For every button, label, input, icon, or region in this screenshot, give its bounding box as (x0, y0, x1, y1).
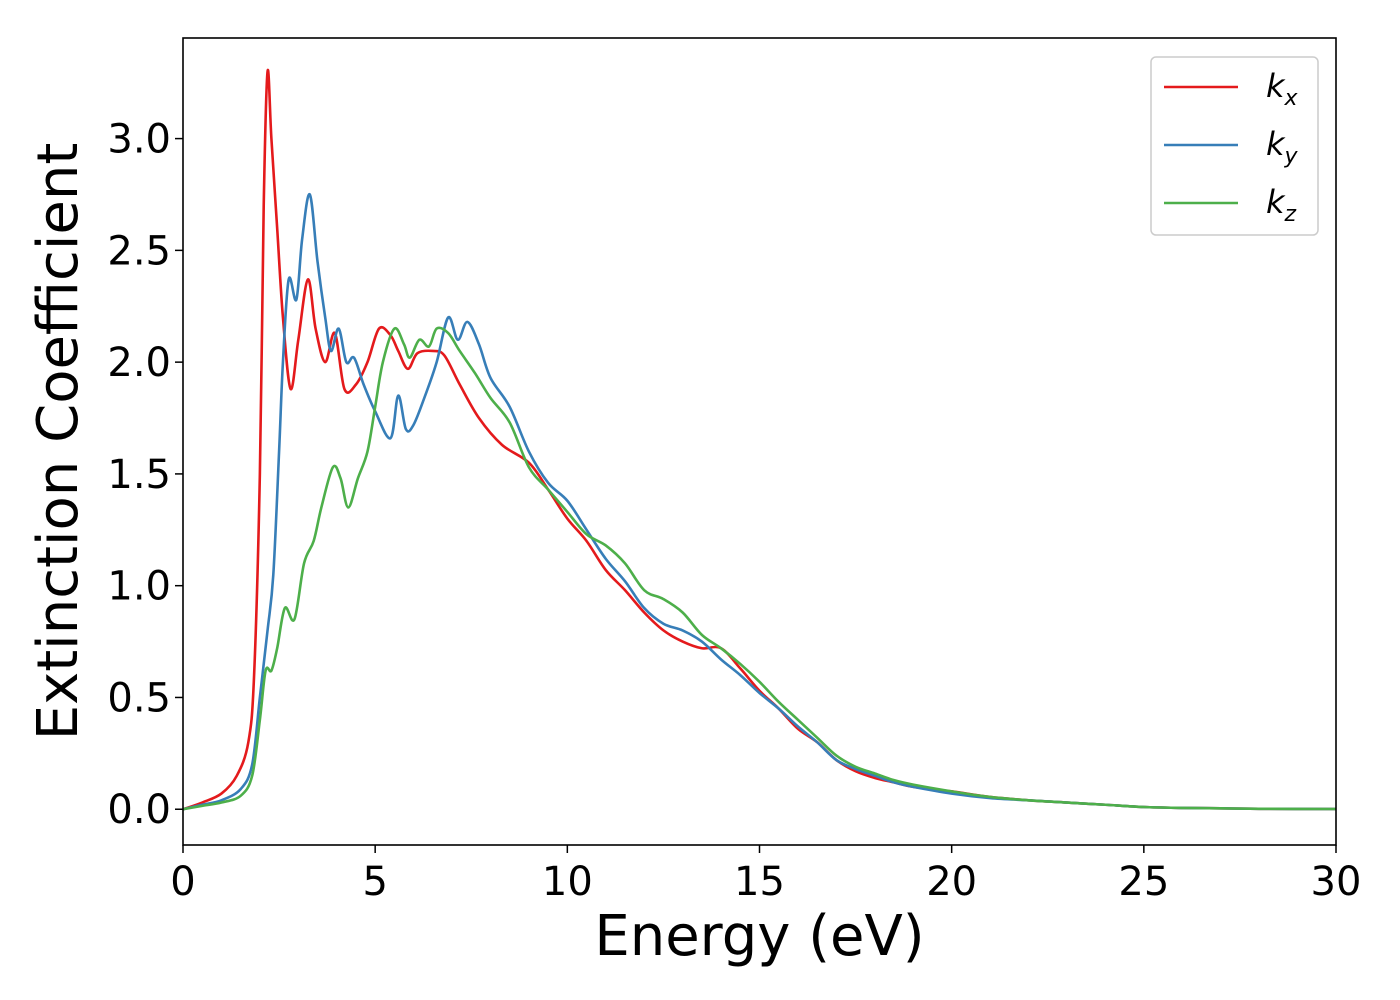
legend-label-z: kz (1266, 183, 1297, 227)
y-tick-label: 2.5 (107, 228, 171, 274)
x-tick-label: 20 (926, 859, 977, 905)
legend: kx ky kz (1150, 56, 1319, 236)
x-tick-label: 10 (542, 859, 593, 905)
y-axis-title: Extinction Coefficient (26, 143, 91, 741)
legend-label-x: kx (1266, 67, 1299, 111)
y-tick-label: 0.5 (107, 675, 171, 721)
x-tick-label: 0 (170, 859, 195, 905)
legend-entries: kx ky kz (1164, 67, 1299, 227)
series-line-1 (183, 193, 1336, 811)
series-lines (183, 68, 1336, 811)
series-line-2 (183, 326, 1336, 811)
x-tick-label: 25 (1118, 859, 1169, 905)
y-tick-label: 2.0 (107, 340, 171, 386)
y-tick-label: 3.0 (107, 117, 171, 163)
axis-ticks: 0 5 10 15 20 25 30 0.0 0.5 1.0 1.5 2.0 2.5 3.0 (107, 117, 1361, 905)
y-tick-label: 1.5 (107, 452, 171, 498)
x-tick-label: 5 (362, 859, 387, 905)
legend-label-y: ky (1266, 125, 1299, 169)
y-tick-label: 0.0 (107, 787, 171, 833)
x-axis-title: Energy (eV) (594, 904, 924, 969)
y-tick-label: 1.0 (107, 564, 171, 610)
x-tick-label: 15 (734, 859, 785, 905)
x-tick-label: 30 (1311, 859, 1362, 905)
